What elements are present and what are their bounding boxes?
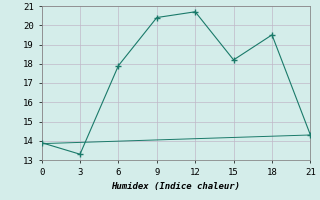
X-axis label: Humidex (Indice chaleur): Humidex (Indice chaleur) — [111, 182, 241, 191]
